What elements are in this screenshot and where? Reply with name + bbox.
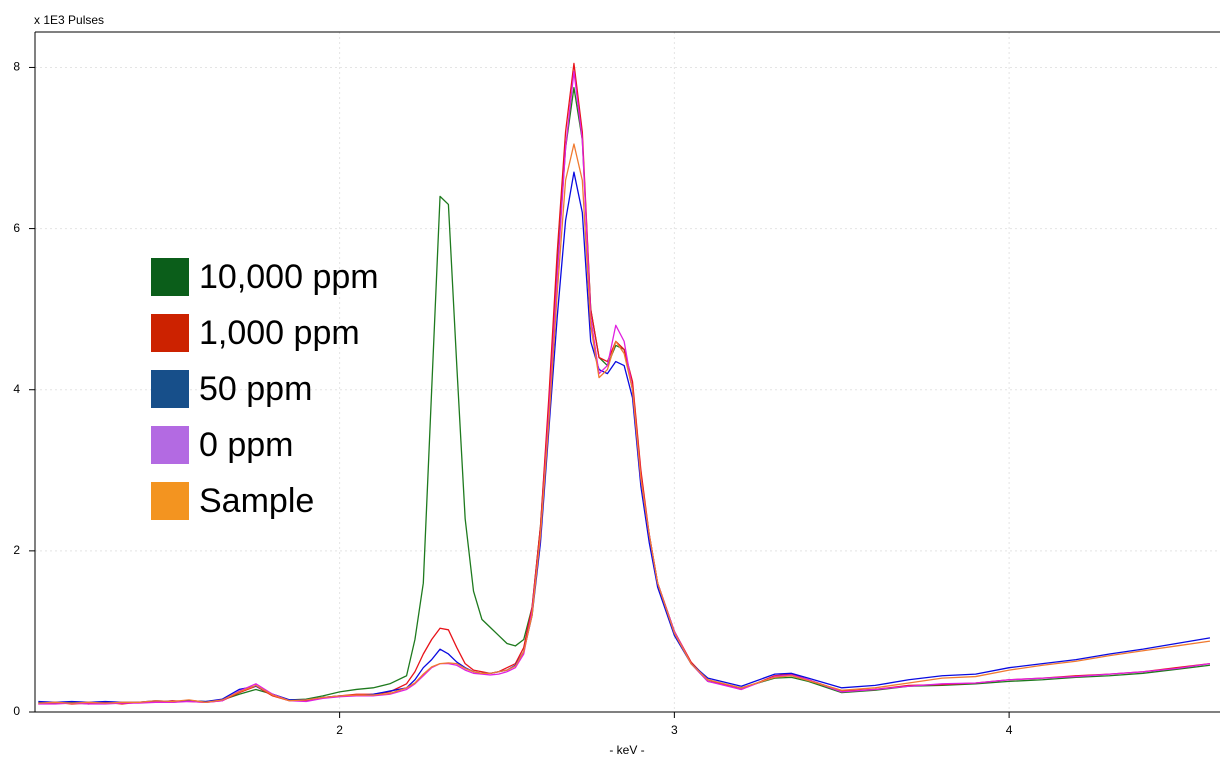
grid — [35, 32, 1220, 713]
y-tick-label: 4 — [13, 382, 20, 396]
legend-swatch — [151, 426, 189, 464]
x-tick-label: 4 — [1006, 723, 1013, 737]
x-axis-label: - keV - — [609, 743, 644, 757]
series-line — [38, 86, 1211, 705]
legend-swatch — [151, 370, 189, 408]
legend-label: Sample — [199, 482, 314, 520]
series-line — [38, 143, 1211, 704]
y-tick-label: 8 — [13, 60, 20, 74]
legend-swatch — [151, 314, 189, 352]
y-tick-label: 0 — [13, 704, 20, 718]
legend-swatch — [151, 482, 189, 520]
legend-label: 0 ppm — [199, 426, 294, 464]
legend-label: 10,000 ppm — [199, 258, 379, 296]
y-tick-label: 6 — [13, 221, 20, 235]
x-tick-label: 3 — [671, 723, 678, 737]
y-tick-label: 2 — [13, 543, 20, 557]
legend-label: 1,000 ppm — [199, 314, 360, 352]
legend-swatch — [151, 258, 189, 296]
legend-label: 50 ppm — [199, 370, 312, 408]
y-axis-label: x 1E3 Pulses — [34, 13, 104, 27]
x-tick-label: 2 — [336, 723, 343, 737]
plot-lines — [38, 62, 1211, 705]
legend: 10,000 ppm 1,000 ppm 50 ppm 0 ppm Sample — [151, 258, 379, 520]
axes: 0 2 4 6 8 2 3 4 — [13, 60, 1012, 738]
